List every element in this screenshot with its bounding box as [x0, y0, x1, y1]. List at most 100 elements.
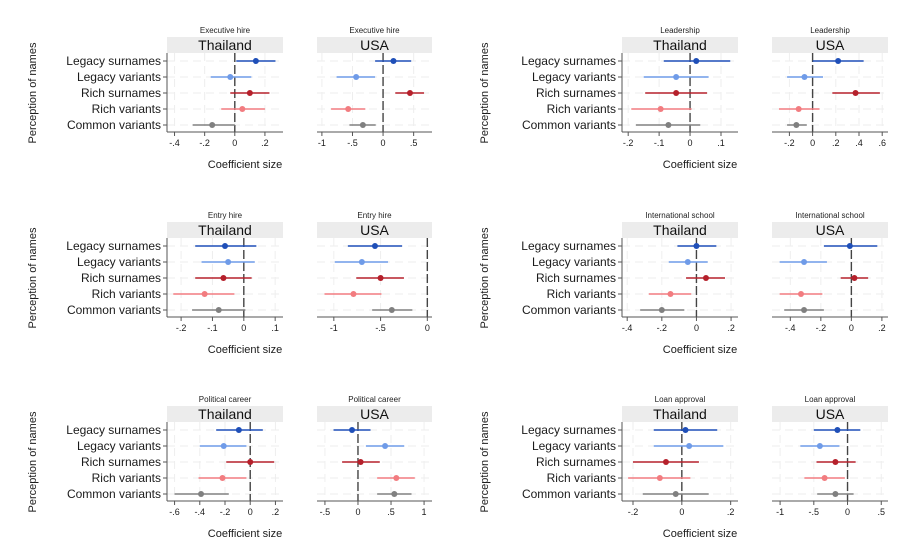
category-label: Legacy variants: [77, 255, 161, 269]
x-tick-label: -.5: [375, 323, 386, 333]
category-label: Legacy surnames: [66, 423, 161, 437]
x-tick-label: -.2: [176, 323, 187, 333]
panel-title: Political career: [199, 395, 252, 404]
x-tick-label: -.2: [816, 323, 827, 333]
strip-label: USA: [360, 222, 389, 238]
x-axis-title: Coefficient size: [208, 344, 282, 356]
panel-title: Leadership: [810, 26, 850, 35]
point-estimate: [359, 122, 366, 128]
y-axis-title: Perception of names: [27, 227, 39, 328]
point-estimate: [693, 58, 700, 64]
panel: Loan approval Thailand -.2 0 .2: [618, 395, 738, 517]
strip-label: Thailand: [653, 406, 707, 422]
category-label: Legacy variants: [77, 439, 161, 453]
strip-label: USA: [360, 37, 389, 53]
category-label: Rich variants: [92, 471, 161, 485]
x-axis-title: Coefficient size: [208, 159, 282, 171]
point-estimate: [686, 443, 693, 449]
x-axis-title: Coefficient size: [663, 344, 737, 356]
category-label: Rich variants: [92, 102, 161, 116]
point-estimate: [801, 259, 808, 265]
x-tick-label: 0: [248, 507, 253, 517]
panel-group: Perception of names Legacy surnames Legacy…: [479, 26, 888, 171]
x-tick-label: -.1: [654, 138, 665, 148]
point-estimate: [349, 427, 356, 433]
x-tick-label: .2: [727, 323, 735, 333]
point-estimate: [702, 275, 709, 281]
x-tick-label: .2: [832, 138, 840, 148]
x-tick-label: -.2: [657, 323, 668, 333]
point-estimate: [851, 275, 858, 281]
category-label: Common variants: [522, 303, 616, 317]
strip-label: USA: [816, 37, 845, 53]
point-estimate: [665, 122, 672, 128]
x-tick-label: .5: [877, 507, 885, 517]
point-estimate: [801, 74, 808, 80]
point-estimate: [358, 259, 365, 265]
category-label: Legacy surnames: [66, 54, 161, 68]
point-estimate: [832, 491, 839, 497]
point-estimate: [219, 475, 226, 481]
x-tick-label: .6: [878, 138, 886, 148]
x-tick-label: 0: [688, 138, 693, 148]
x-tick-label: -.2: [623, 138, 634, 148]
strip-header: [167, 37, 283, 53]
category-label: Rich surnames: [536, 86, 616, 100]
point-estimate: [852, 90, 859, 96]
category-label: Legacy surnames: [521, 54, 616, 68]
x-tick-label: -.4: [169, 138, 180, 148]
panel-title: Political career: [348, 395, 401, 404]
category-label: Legacy variants: [532, 255, 616, 269]
strip-header: [317, 406, 432, 422]
point-estimate: [657, 106, 664, 112]
x-tick-label: -.5: [809, 507, 820, 517]
point-estimate: [835, 58, 842, 64]
point-estimate: [834, 427, 841, 433]
point-estimate: [684, 259, 691, 265]
panel: Executive hire Thailand -.4 -.2 0 .2: [163, 26, 283, 148]
y-axis-title: Perception of names: [479, 42, 491, 143]
x-tick-label: -.4: [785, 323, 796, 333]
panel: Leadership USA -.2 0 .2 .4 .6: [772, 26, 888, 148]
point-estimate: [227, 74, 234, 80]
panel: Loan approval USA -1 -.5 0 .5: [772, 395, 888, 517]
point-estimate: [225, 259, 232, 265]
x-tick-label: 0: [425, 323, 430, 333]
point-estimate: [393, 475, 400, 481]
panel-group: Perception of names Legacy surnames Legacy…: [27, 395, 432, 540]
strip-header: [317, 37, 432, 53]
category-label: Legacy surnames: [521, 423, 616, 437]
x-tick-label: .5: [387, 507, 395, 517]
point-estimate: [220, 443, 227, 449]
category-label: Rich variants: [547, 287, 616, 301]
panel-group: Perception of names Legacy surnames Legacy…: [27, 211, 432, 356]
category-label: Legacy variants: [532, 439, 616, 453]
strip-label: USA: [816, 406, 845, 422]
panel: Leadership Thailand -.2 -.1 0 .1: [618, 26, 738, 148]
x-tick-label: 0: [679, 507, 684, 517]
x-tick-label: .2: [261, 138, 269, 148]
panel-title: Loan approval: [655, 395, 706, 404]
category-label: Rich variants: [92, 287, 161, 301]
category-label: Legacy variants: [77, 70, 161, 84]
point-estimate: [662, 459, 669, 465]
x-tick-label: 0: [355, 507, 360, 517]
x-tick-label: 0: [810, 138, 815, 148]
point-estimate: [832, 459, 839, 465]
strip-label: Thailand: [198, 406, 252, 422]
x-tick-label: -.5: [347, 138, 358, 148]
point-estimate: [350, 291, 357, 297]
point-estimate: [390, 58, 397, 64]
point-estimate: [209, 122, 216, 128]
category-label: Common variants: [67, 303, 161, 317]
strip-header: [622, 406, 738, 422]
point-estimate: [406, 90, 413, 96]
panel-title: Entry hire: [208, 211, 243, 220]
x-tick-label: -1: [318, 138, 326, 148]
category-label: Common variants: [522, 487, 616, 501]
x-tick-label: 0: [845, 507, 850, 517]
x-axis-title: Coefficient size: [208, 528, 282, 540]
point-estimate: [388, 307, 395, 313]
x-tick-label: .1: [271, 323, 279, 333]
strip-label: Thailand: [198, 222, 252, 238]
